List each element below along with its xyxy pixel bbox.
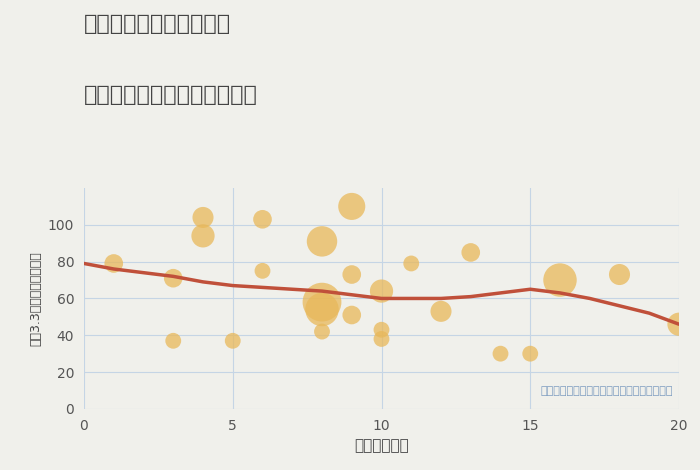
- Point: [376, 335, 387, 343]
- Point: [108, 260, 119, 267]
- Y-axis label: 坪（3.3㎡）単価（万円）: 坪（3.3㎡）単価（万円）: [29, 251, 42, 346]
- Point: [257, 216, 268, 223]
- X-axis label: 駅距離（分）: 駅距離（分）: [354, 438, 409, 453]
- Point: [227, 337, 238, 345]
- Point: [316, 306, 328, 313]
- Text: 三重県四日市市桜新町の: 三重県四日市市桜新町の: [84, 14, 231, 34]
- Point: [376, 326, 387, 334]
- Point: [168, 274, 179, 282]
- Point: [168, 337, 179, 345]
- Point: [525, 350, 536, 357]
- Point: [435, 307, 447, 315]
- Point: [465, 249, 476, 256]
- Point: [406, 260, 417, 267]
- Point: [346, 311, 357, 319]
- Point: [316, 328, 328, 336]
- Text: 円の大きさは、取引のあった物件面積を示す: 円の大きさは、取引のあった物件面積を示す: [540, 386, 673, 396]
- Point: [673, 321, 685, 328]
- Point: [376, 287, 387, 295]
- Point: [197, 232, 209, 240]
- Point: [346, 271, 357, 278]
- Point: [197, 214, 209, 221]
- Point: [346, 203, 357, 210]
- Text: 駅距離別中古マンション価格: 駅距離別中古マンション価格: [84, 85, 258, 105]
- Point: [554, 276, 566, 284]
- Point: [257, 267, 268, 274]
- Point: [316, 298, 328, 306]
- Point: [495, 350, 506, 357]
- Point: [316, 238, 328, 245]
- Point: [614, 271, 625, 278]
